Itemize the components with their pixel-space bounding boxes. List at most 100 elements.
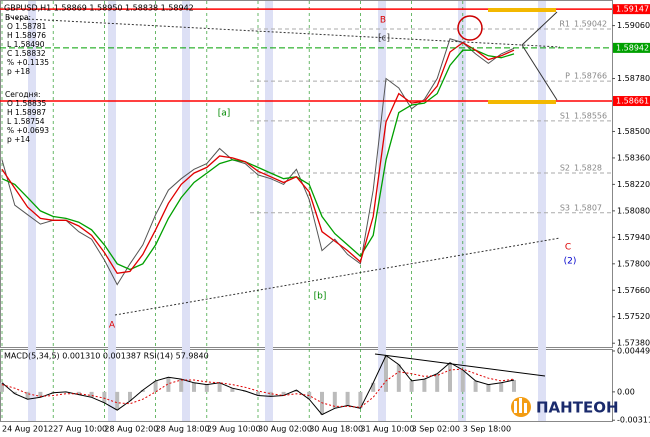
macd-bar (486, 384, 491, 392)
info-row: H 1.58987 (7, 108, 46, 117)
macd-bar (230, 388, 235, 392)
pivot-value: 1.5807 (574, 203, 602, 212)
macd-bar (128, 391, 132, 401)
macd-bar (166, 377, 171, 392)
x-tick-label: 28 Aug 02:00 (104, 425, 158, 434)
macd-bar (0, 382, 4, 392)
x-tick-label: 3 Sep 18:00 (463, 425, 511, 434)
y-tick-label: -0.003115 (617, 416, 650, 425)
macd-bar (473, 380, 478, 392)
macd-bar (460, 370, 465, 392)
trendline (7, 17, 561, 48)
macd-bar (448, 362, 452, 392)
info-row: % +0.1135 (7, 58, 49, 67)
y-tick-label: 1.57520 (617, 312, 650, 321)
macd-bar (140, 390, 145, 392)
logo-icon (519, 398, 522, 413)
pivot-name: S1 (560, 111, 570, 120)
info-row: % +0.0693 (7, 126, 49, 135)
y-tick-label: 1.57940 (617, 233, 650, 242)
wave-label: B (380, 16, 386, 26)
session-band (538, 1, 546, 421)
chart-title: GBPUSD,H1 1.58869 1.58950 1.58838 1.5894… (4, 4, 194, 13)
triangle-line (521, 44, 558, 101)
info-row: p +14 (7, 135, 30, 144)
level-label-bg (613, 42, 650, 53)
info-title: Сегодня: (5, 90, 41, 99)
macd-line (1, 354, 515, 416)
session-band (108, 1, 116, 421)
macd-bar (153, 380, 158, 392)
session-band (378, 1, 386, 421)
info-row: O 1.58835 (7, 99, 47, 108)
macd-bar (281, 391, 286, 396)
ma-slow (1, 49, 515, 271)
macd-bar (115, 391, 120, 411)
pivot-name: S2 (560, 164, 570, 173)
logo-text: ПАНТЕОН (536, 399, 619, 417)
logo: ПАНТЕОН (511, 397, 619, 417)
level-label: 1.58661 (616, 97, 649, 106)
pivot-value: 1.58766 (574, 72, 607, 81)
y-tick-label: 1.59060 (617, 21, 650, 30)
wave-label: A (109, 321, 116, 331)
y-tick-label: 1.58360 (617, 153, 650, 162)
info-row: L 1.58490 (7, 40, 45, 49)
target-bar (488, 100, 556, 104)
info-row: O 1.58781 (7, 22, 47, 31)
wave-label: [b] (314, 292, 327, 302)
x-tick-label: 24 Aug 2012 (2, 425, 53, 434)
level-label-bg (613, 96, 650, 107)
macd-bar (384, 355, 388, 392)
y-tick-label: 0.004493 (617, 346, 650, 355)
macd-bar (204, 384, 209, 392)
session-band (458, 1, 466, 421)
y-tick-label: 1.58220 (617, 180, 650, 189)
x-tick-label: 28 Aug 18:00 (156, 425, 210, 434)
x-tick-label: 29 Aug 10:00 (207, 425, 261, 434)
info-row: C 1.58832 (7, 49, 46, 58)
macd-bar (396, 364, 401, 392)
triangle-line (521, 11, 558, 46)
macd-bar (371, 382, 376, 392)
indicator-panel (0, 349, 613, 422)
logo-icon (524, 403, 527, 413)
info-row: L 1.58754 (7, 117, 45, 126)
pivot-name: P (565, 72, 570, 81)
session-band (265, 1, 273, 421)
macd-bar (409, 380, 414, 392)
macd-bar (332, 391, 337, 409)
y-tick-label: 1.58080 (617, 206, 650, 215)
trendline (114, 237, 561, 316)
info-title: Вчера: (5, 13, 31, 22)
y-tick-label: 1.57380 (617, 339, 650, 348)
y-tick-label: 0.00 (617, 387, 635, 396)
x-tick-label: 3 Sep 02:00 (412, 425, 460, 434)
indicator-title: MACD(5,34,5) 0.001310 0.001387 RSI(14) 5… (4, 352, 209, 361)
macd-bar (358, 391, 363, 409)
main-panel (0, 0, 613, 348)
macd-bar (256, 391, 260, 396)
wave-label: C (565, 243, 571, 253)
pivot-name: S3 (560, 203, 570, 212)
level-label: 1.58942 (616, 43, 649, 52)
macd-bar (25, 391, 30, 400)
x-tick-label: 30 Aug 18:00 (309, 425, 363, 434)
macd-bar (192, 382, 196, 392)
macd-bar (422, 379, 427, 392)
ma-fast (1, 41, 515, 275)
macd-bar (102, 391, 107, 403)
pivot-value: 1.58556 (574, 111, 607, 120)
macd-bar (38, 391, 43, 398)
logo-icon (514, 401, 517, 413)
macd-bar (268, 391, 273, 397)
level-label-bg (613, 4, 650, 15)
y-tick-label: 1.57660 (617, 286, 650, 295)
x-tick-label: 31 Aug 10:00 (360, 425, 414, 434)
pivot-value: 1.59042 (574, 19, 607, 28)
macd-bar (294, 390, 299, 392)
pivot-value: 1.5828 (574, 164, 602, 173)
